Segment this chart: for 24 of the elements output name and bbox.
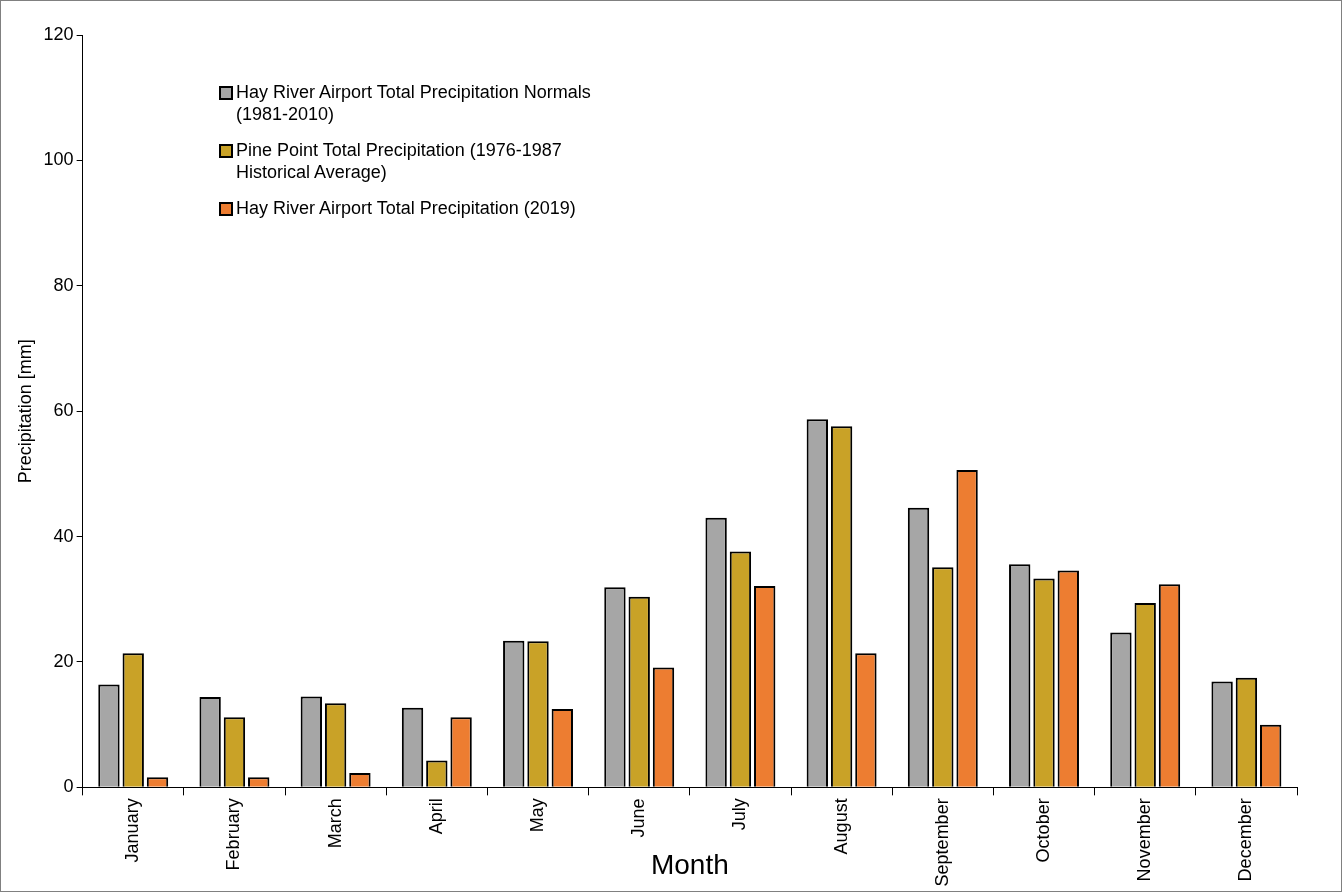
y-tick-label: 40 [53, 525, 74, 546]
y-tick-label: 0 [63, 776, 74, 797]
x-tick-label: March [324, 798, 345, 849]
y-tick-label: 80 [53, 274, 74, 295]
x-tick-label: August [830, 798, 851, 855]
x-tick-label: September [931, 798, 952, 887]
legend-label: Hay River Airport Total Precipitation Normals (1981-2010) [236, 81, 592, 125]
x-tick-label: January [122, 798, 143, 863]
x-tick-label: November [1134, 798, 1155, 882]
y-tick-label: 60 [53, 400, 74, 421]
y-tick-label: 20 [53, 650, 74, 671]
x-tick-label: December [1235, 798, 1256, 882]
legend-label: Hay River Airport Total Precipitation (2019) [236, 197, 576, 219]
x-tick-label: June [628, 798, 649, 838]
x-axis-title: Month [650, 848, 729, 880]
x-tick-label: May [526, 798, 547, 833]
x-tick-label: July [729, 798, 750, 831]
legend-label: Pine Point Total Precipitation (1976-1987 Historical Average) [236, 139, 563, 183]
y-tick-label: 100 [43, 149, 74, 170]
x-tick-label: October [1032, 798, 1053, 863]
x-tick-label: April [425, 798, 446, 835]
y-axis-title: Precipitation [mm] [14, 339, 35, 484]
x-tick-label: February [223, 798, 244, 871]
y-tick-label: 120 [43, 23, 74, 44]
